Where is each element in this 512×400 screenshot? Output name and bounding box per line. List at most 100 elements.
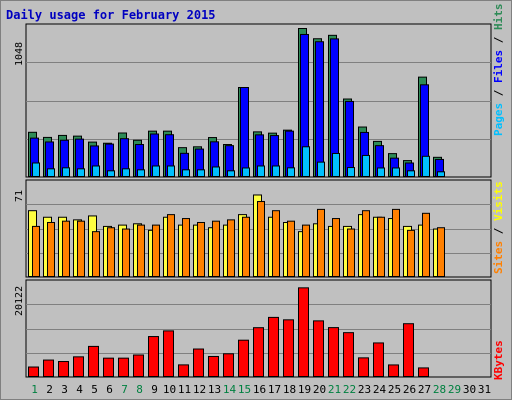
pages-bar-5 (92, 165, 100, 178)
day-label-21: 21 (328, 383, 341, 396)
pages-bar-28 (437, 171, 445, 177)
sites-bar-13 (212, 220, 220, 277)
pages-bar-16 (257, 165, 265, 178)
sites-bar-27 (422, 212, 430, 277)
sites-bar-5 (92, 231, 100, 277)
kbytes-bar-4 (73, 356, 84, 378)
kbytes-bar-25 (388, 364, 399, 377)
sites-bar-1 (32, 225, 40, 278)
day-label-31: 31 (478, 383, 491, 396)
files-bar-15 (240, 87, 249, 177)
day-label-30: 30 (463, 383, 476, 396)
kbytes-bar-26 (403, 323, 414, 378)
kbytes-bar-20 (313, 320, 324, 377)
kbytes-bar-18 (283, 319, 294, 378)
kbytes-bar-24 (373, 342, 384, 378)
pages-bar-14 (227, 170, 235, 178)
pages-bar-11 (182, 169, 190, 178)
files-bar-22 (345, 100, 354, 177)
day-label-29: 29 (448, 383, 461, 396)
sites-bar-22 (347, 228, 355, 278)
sites-bar-17 (272, 210, 280, 278)
day-label-24: 24 (373, 383, 387, 396)
files-bar-20 (315, 41, 324, 177)
kbytes-bar-16 (253, 327, 264, 377)
kbytes-bar-2 (43, 359, 54, 378)
kbytes-bar-6 (103, 357, 114, 377)
pages-bar-7 (122, 168, 130, 177)
pages-bar-9 (152, 165, 160, 178)
day-label-15: 15 (238, 383, 251, 396)
day-label-22: 22 (343, 383, 356, 396)
day-label-13: 13 (208, 383, 221, 396)
pages-bar-20 (317, 161, 325, 177)
sites-bar-21 (332, 218, 340, 277)
kbytes-bar-12 (193, 348, 204, 378)
chart-title: Daily usage for February 2015 (6, 8, 216, 22)
pages-bar-3 (62, 167, 70, 178)
sites-bar-18 (287, 220, 295, 277)
day-label-11: 11 (178, 383, 191, 396)
day-label-14: 14 (223, 383, 237, 396)
pages-bar-27 (422, 155, 430, 178)
kbytes-bar-14 (223, 353, 234, 377)
sites-bar-10 (167, 214, 175, 277)
day-label-20: 20 (313, 383, 326, 396)
sites-bar-8 (137, 224, 145, 278)
sites-bar-16 (257, 201, 265, 277)
sites-bar-15 (242, 216, 250, 277)
day-label-8: 8 (136, 383, 143, 396)
sites-bar-19 (302, 224, 310, 278)
day-label-3: 3 (61, 383, 68, 396)
pages-bar-2 (47, 168, 55, 177)
day-label-1: 1 (31, 383, 38, 396)
day-label-17: 17 (268, 383, 281, 396)
kbytes-bar-23 (358, 357, 369, 378)
pages-bar-18 (287, 167, 295, 178)
kbytes-bar-3 (58, 361, 69, 378)
sites-bar-20 (317, 208, 325, 278)
day-label-12: 12 (193, 383, 206, 396)
day-label-28: 28 (433, 383, 446, 396)
pages-bar-15 (242, 167, 250, 178)
kbytes-bar-8 (133, 354, 144, 377)
pages-bar-21 (332, 152, 340, 178)
day-label-23: 23 (358, 383, 371, 396)
sites-bar-14 (227, 219, 235, 277)
kbytes-bar-11 (178, 364, 189, 378)
day-label-2: 2 (46, 383, 53, 396)
pages-bar-22 (347, 167, 355, 178)
day-label-6: 6 (106, 383, 113, 396)
kbytes-bar-5 (88, 345, 99, 377)
sites-bar-23 (362, 210, 370, 278)
kbytes-bar-27 (418, 367, 429, 378)
sites-bar-6 (107, 227, 115, 278)
pages-bar-24 (377, 167, 385, 178)
pages-bar-10 (167, 165, 175, 178)
pages-bar-17 (272, 165, 280, 178)
day-label-7: 7 (121, 383, 128, 396)
kbytes-bar-1 (28, 366, 39, 377)
kbytes-bar-13 (208, 355, 219, 377)
kbytes-bar-15 (238, 339, 249, 378)
day-label-9: 9 (151, 383, 158, 396)
pages-bar-4 (77, 168, 85, 177)
day-label-4: 4 (76, 383, 83, 396)
sites-bar-24 (377, 216, 385, 277)
kbytes-bar-9 (148, 336, 159, 377)
sites-bar-25 (392, 208, 400, 278)
sites-bar-28 (437, 227, 445, 278)
pages-bar-1 (32, 162, 40, 178)
day-label-25: 25 (388, 383, 401, 396)
sites-bar-4 (77, 220, 85, 277)
day-label-5: 5 (91, 383, 98, 396)
sites-bar-7 (122, 228, 130, 278)
pages-bar-25 (392, 167, 400, 178)
pages-bar-26 (407, 170, 415, 178)
kbytes-bar-10 (163, 330, 174, 377)
sites-bar-9 (152, 224, 160, 278)
day-label-26: 26 (403, 383, 416, 396)
day-label-10: 10 (163, 383, 176, 396)
kbytes-bar-22 (343, 332, 354, 377)
